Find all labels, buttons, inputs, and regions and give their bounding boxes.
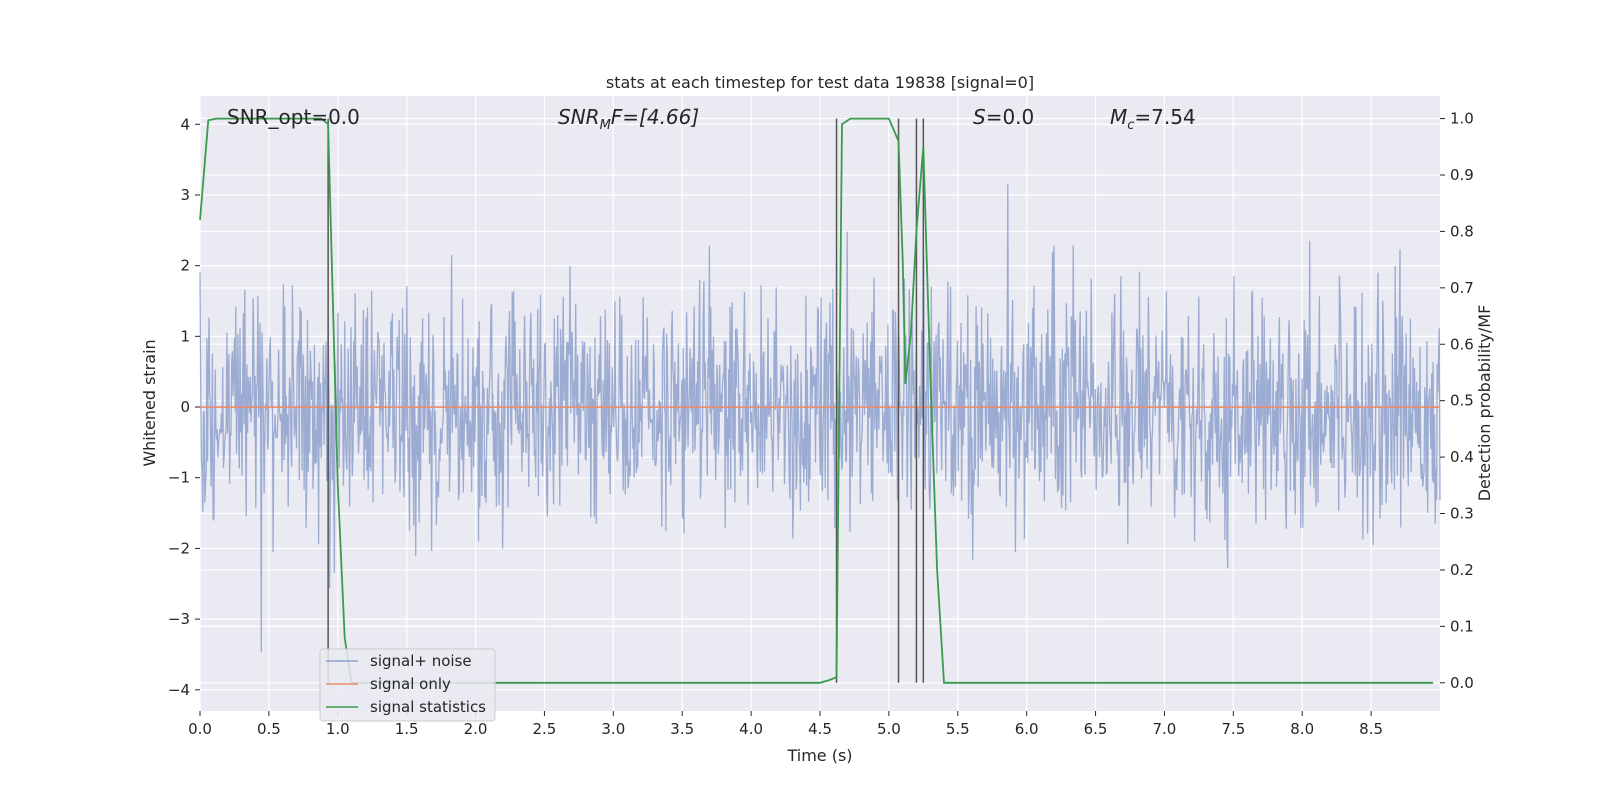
y-tick-label-left: 2 xyxy=(180,257,190,275)
axes: 0.0 0.5 1.0 1.5 2.0 2.5 3.0 3.5 4.0 4.5 5.0 5.5 6.0 6… xyxy=(168,110,1474,738)
y-tick-label-right: 0.1 xyxy=(1450,617,1474,635)
series-layer xyxy=(199,117,1441,684)
x-tick-label: 7.5 xyxy=(1221,720,1245,738)
x-tick-label: 8.0 xyxy=(1290,720,1314,738)
series-signal-statistics xyxy=(199,117,1434,684)
legend-box xyxy=(319,648,496,722)
y-tick-label-right: 0.3 xyxy=(1450,505,1474,523)
y-tick-label-right: 0.6 xyxy=(1450,335,1474,353)
x-tick-label: 6.5 xyxy=(1084,720,1108,738)
series-signal-noise xyxy=(199,183,1441,652)
y-tick-label-right: 0.9 xyxy=(1450,166,1474,184)
y-tick-label-left: 0 xyxy=(180,398,190,416)
y-tick-label-left: 3 xyxy=(180,186,190,204)
x-tick-label: 0.5 xyxy=(257,720,281,738)
x-tick-label: 6.0 xyxy=(1015,720,1039,738)
legend-label-signal-statistics: signal statistics xyxy=(370,698,486,716)
y-tick-label-right: 0.0 xyxy=(1450,674,1474,692)
x-tick-label: 1.5 xyxy=(395,720,419,738)
x-tick-label: 5.5 xyxy=(946,720,970,738)
x-tick-label: 4.0 xyxy=(739,720,763,738)
y-tick-label-right: 0.7 xyxy=(1450,279,1474,297)
y-tick-label-left: 1 xyxy=(180,327,190,345)
annotation-mc: Mc=7.54 xyxy=(1110,105,1196,133)
legend: signal+ noise signal only signal statist… xyxy=(319,648,496,722)
x-tick-label: 7.0 xyxy=(1153,720,1177,738)
x-tick-label: 8.5 xyxy=(1359,720,1383,738)
y-tick-label-right: 1.0 xyxy=(1450,110,1474,128)
chart-title: stats at each timestep for test data 198… xyxy=(606,73,1034,92)
annotation-s: S=0.0 xyxy=(973,105,1034,129)
y-tick-label-left: −1 xyxy=(168,469,190,487)
y-tick-label-right: 0.4 xyxy=(1450,448,1474,466)
y-axis-label: Whitened strain xyxy=(140,339,159,466)
y-tick-label-right: 0.2 xyxy=(1450,561,1474,579)
annotation-snr-mf: SNRMF=[4.66] xyxy=(558,105,699,133)
x-tick-label: 0.0 xyxy=(188,720,212,738)
x-axis-label: Time (s) xyxy=(786,746,852,765)
legend-label-signal-noise: signal+ noise xyxy=(370,652,472,670)
x-tick-label: 4.5 xyxy=(808,720,832,738)
annotation-snr-opt: SNR_opt=0.0 xyxy=(227,105,360,129)
x-tick-label: 5.0 xyxy=(877,720,901,738)
x-tick-label: 2.0 xyxy=(464,720,488,738)
x-tick-label: 1.0 xyxy=(326,720,350,738)
x-tick-label: 3.5 xyxy=(670,720,694,738)
y-tick-label-right: 0.5 xyxy=(1450,392,1474,410)
y-tick-label-right: 0.8 xyxy=(1450,222,1474,240)
y-tick-label-left: −3 xyxy=(168,610,190,628)
legend-label-signal-only: signal only xyxy=(370,675,451,693)
y-axis-right-label: Detection probability/MF xyxy=(1475,305,1494,502)
y-tick-label-left: 4 xyxy=(180,115,190,133)
x-tick-label: 2.5 xyxy=(533,720,557,738)
x-tick-label: 3.0 xyxy=(601,720,625,738)
y-tick-label-left: −2 xyxy=(168,539,190,557)
y-tick-label-left: −4 xyxy=(168,681,190,699)
